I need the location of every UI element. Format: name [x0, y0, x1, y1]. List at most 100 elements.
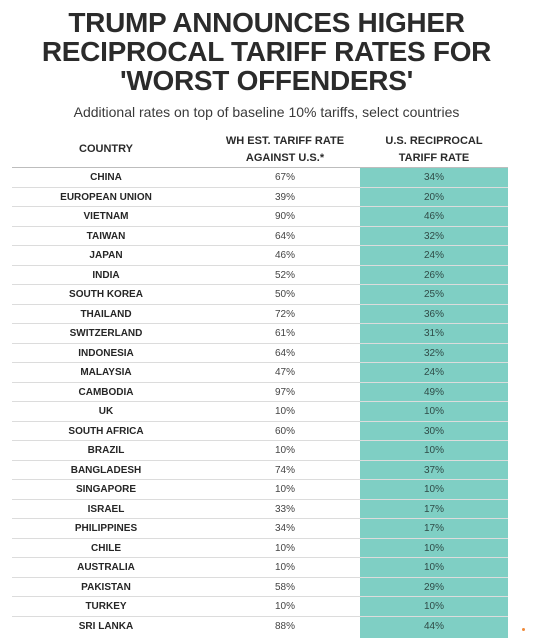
wh-rate-cell: 10%	[274, 601, 295, 612]
wh-rate-cell: 97%	[274, 386, 295, 398]
wh-rate-cell: 60%	[274, 425, 295, 437]
us-rate-cell: 36%	[423, 308, 444, 320]
wh-rate-cell: 64%	[274, 347, 295, 359]
country-cell: VIETNAM	[83, 211, 129, 222]
us-rate-cell: 26%	[423, 269, 444, 281]
wh-rate-cell: 10%	[274, 445, 295, 456]
table-row: TURKEY 10% 10%	[12, 597, 508, 617]
country-cell: THAILAND	[80, 308, 132, 320]
us-rate-cell: 17%	[423, 503, 444, 515]
us-rate-cell: 32%	[423, 347, 444, 359]
table-row: SWITZERLAND 61% 31%	[12, 324, 508, 344]
wh-rate-cell: 52%	[274, 269, 295, 281]
wh-rate-cell: 10%	[274, 562, 295, 573]
us-rate-cell: 17%	[423, 523, 444, 534]
country-cell: INDONESIA	[78, 347, 134, 359]
us-rate-cell: 24%	[423, 367, 444, 378]
us-rate-cell: 20%	[423, 191, 444, 203]
table-row: SOUTH KOREA 50% 25%	[12, 285, 508, 305]
country-cell: ISRAEL	[87, 503, 125, 515]
wh-rate-cell: 90%	[274, 211, 295, 222]
country-cell: BANGLADESH	[70, 464, 142, 476]
wh-rate-cell: 64%	[274, 230, 295, 242]
wh-rate-cell: 58%	[274, 581, 295, 593]
column-header-wh-rate: WH EST. TARIFF RATE AGAINST U.S.*	[200, 133, 370, 167]
country-cell: EUROPEAN UNION	[60, 191, 152, 203]
table-row: TAIWAN 64% 32%	[12, 227, 508, 246]
country-cell: SRI LANKA	[78, 620, 134, 632]
table-row: BANGLADESH 74% 37%	[12, 461, 508, 480]
us-rate-cell: 10%	[423, 445, 444, 456]
country-cell: SOUTH AFRICA	[68, 425, 144, 437]
table-row: INDIA 52% 26%	[12, 266, 508, 285]
table-row: UK 10% 10%	[12, 402, 508, 422]
table-row: CHILE 10% 10%	[12, 539, 508, 558]
us-rate-cell: 10%	[423, 542, 444, 554]
us-rate-cell: 44%	[423, 620, 444, 632]
wh-rate-cell: 34%	[274, 523, 295, 534]
country-cell: SOUTH KOREA	[69, 289, 143, 300]
page-title: TRUMP ANNOUNCES HIGHER RECIPROCAL TARIFF…	[0, 8, 533, 95]
country-cell: PHILIPPINES	[74, 523, 138, 534]
column-header-country: COUNTRY	[79, 143, 133, 155]
table-row: EUROPEAN UNION 39% 20%	[12, 188, 508, 207]
subtitle: Additional rates on top of baseline 10% …	[73, 104, 460, 120]
wh-rate-cell: 10%	[274, 484, 295, 495]
reciprocal-rate-column-highlight	[360, 168, 508, 638]
wh-rate-cell: 61%	[274, 328, 295, 339]
wh-rate-cell: 88%	[274, 620, 295, 632]
us-rate-cell: 34%	[423, 172, 444, 183]
us-rate-cell: 32%	[423, 230, 444, 242]
us-rate-cell: 30%	[423, 425, 444, 437]
us-rate-cell: 24%	[423, 250, 444, 261]
country-cell: SWITZERLAND	[69, 328, 143, 339]
us-rate-cell: 29%	[423, 581, 444, 593]
us-rate-cell: 10%	[423, 484, 444, 495]
table-row: SINGAPORE 10% 10%	[12, 480, 508, 500]
table-row: SOUTH AFRICA 60% 30%	[12, 422, 508, 441]
column-header-us-line-2: TARIFF RATE	[398, 152, 470, 164]
country-cell: PAKISTAN	[81, 581, 131, 593]
country-cell: MALAYSIA	[80, 367, 132, 378]
us-rate-cell: 49%	[423, 386, 444, 398]
tariff-table-body: CHINA 67% 34% EUROPEAN UNION 39% 20% VIETNAM 90…	[12, 168, 508, 636]
country-cell: CHINA	[90, 172, 122, 183]
table-row: ISRAEL 33% 17%	[12, 500, 508, 519]
us-rate-cell: 10%	[423, 406, 444, 417]
country-cell: TURKEY	[85, 601, 127, 612]
table-row: PAKISTAN 58% 29%	[12, 578, 508, 597]
wh-rate-cell: 50%	[274, 289, 295, 300]
us-rate-cell: 46%	[423, 211, 444, 222]
table-row: CAMBODIA 97% 49%	[12, 383, 508, 402]
country-cell: UK	[98, 406, 114, 417]
country-cell: CAMBODIA	[78, 386, 134, 398]
table-row: AUSTRALIA 10% 10%	[12, 558, 508, 578]
table-row: THAILAND 72% 36%	[12, 305, 508, 324]
table-row: CHINA 67% 34%	[12, 168, 508, 188]
country-cell: SINGAPORE	[75, 484, 136, 495]
us-rate-cell: 37%	[423, 464, 444, 476]
table-row: PHILIPPINES 34% 17%	[12, 519, 508, 539]
country-cell: CHILE	[91, 542, 121, 554]
table-row: BRAZIL 10% 10%	[12, 441, 508, 461]
wh-rate-cell: 46%	[274, 250, 295, 261]
column-header-wh-line-1: WH EST. TARIFF RATE	[225, 135, 345, 147]
us-rate-cell: 10%	[423, 601, 444, 612]
us-rate-cell: 31%	[423, 328, 444, 339]
table-row: VIETNAM 90% 46%	[12, 207, 508, 227]
title-line-2: RECIPROCAL TARIFF RATES FOR	[41, 36, 492, 67]
us-rate-cell: 10%	[423, 562, 444, 573]
wh-rate-cell: 72%	[274, 308, 295, 320]
wh-rate-cell: 67%	[274, 172, 295, 183]
country-cell: BRAZIL	[87, 445, 125, 456]
country-cell: AUSTRALIA	[77, 562, 135, 573]
column-header-wh-line-2: AGAINST U.S.*	[245, 152, 325, 164]
table-row: INDONESIA 64% 32%	[12, 344, 508, 363]
wh-rate-cell: 74%	[274, 464, 295, 476]
country-cell: JAPAN	[89, 250, 123, 261]
wh-rate-cell: 47%	[274, 367, 295, 378]
wh-rate-cell: 10%	[274, 406, 295, 417]
title-line-3: 'WORST OFFENDERS'	[120, 65, 413, 96]
table-row: MALAYSIA 47% 24%	[12, 363, 508, 383]
country-cell: INDIA	[92, 269, 120, 281]
